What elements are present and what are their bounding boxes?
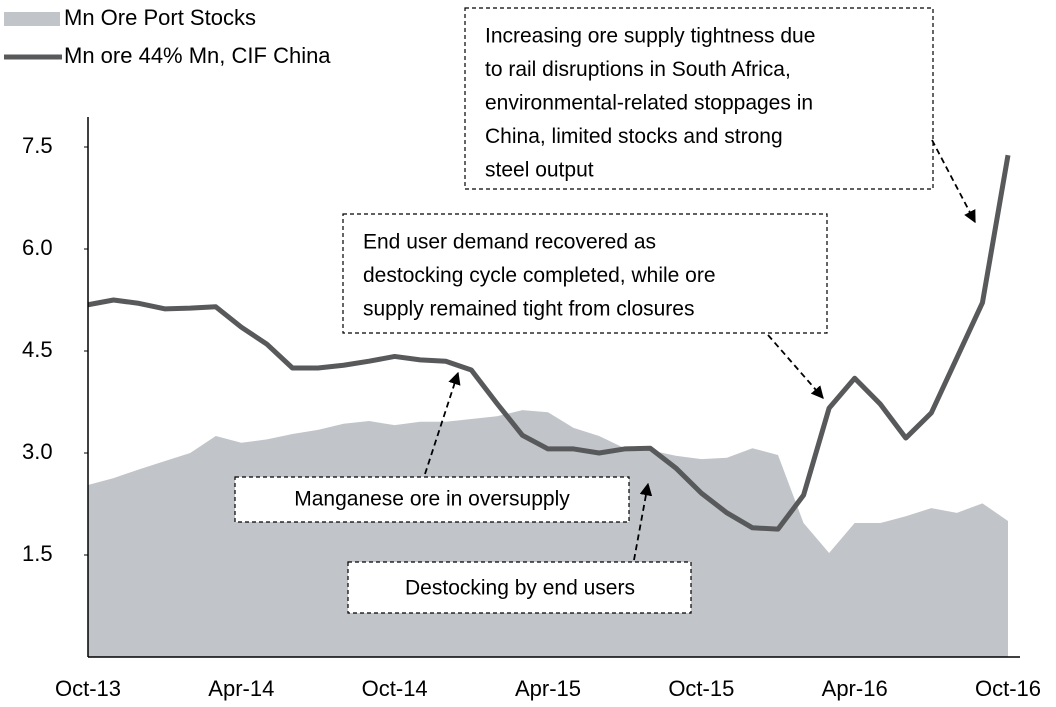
x-tick-label: Oct-15 — [668, 676, 734, 701]
annotation-text: Manganese ore in oversupply — [294, 488, 570, 511]
annotation-box — [342, 213, 828, 334]
legend-label: Mn Ore Port Stocks — [64, 5, 256, 30]
x-tick-label: Oct-13 — [55, 676, 121, 701]
x-tick-label: Oct-16 — [975, 676, 1041, 701]
annotation-box — [464, 7, 934, 190]
y-tick-label: 1.5 — [22, 541, 53, 566]
y-tick-label: 4.5 — [22, 337, 53, 362]
x-tick-label: Apr-14 — [208, 676, 274, 701]
y-tick-label: 3.0 — [22, 439, 53, 464]
legend-label: Mn ore 44% Mn, CIF China — [64, 43, 331, 68]
x-tick-label: Apr-15 — [515, 676, 581, 701]
annotation-box — [347, 561, 692, 614]
legend-swatch — [4, 12, 60, 26]
annotation-arrow — [424, 371, 461, 475]
annotation-text: environmental-related stoppages in — [485, 92, 813, 115]
annotation-text: steel output — [485, 159, 594, 182]
x-tick-label: Oct-14 — [362, 676, 428, 701]
y-tick-label: 7.5 — [22, 133, 53, 158]
annotation-text: Increasing ore supply tightness due — [485, 25, 815, 48]
annotation-arrow — [931, 139, 976, 224]
annotation-text: End user demand recovered as — [363, 231, 656, 254]
annotation-text: Destocking by end users — [405, 577, 635, 600]
annotation-text: to rail disruptions in South Africa, — [485, 58, 791, 81]
axes: 1.5 3.0 4.5 6.0 7.5 Oct-13 Apr-14 Oct-14 Apr-15 O… — [22, 117, 1041, 701]
annotation-arrow — [767, 334, 824, 399]
line — [87, 154, 1011, 532]
annotation-box — [234, 476, 630, 523]
annotations: Increasing ore supply tightness due to ra… — [234, 7, 976, 614]
annotation-arrow — [633, 482, 653, 561]
area — [88, 410, 1008, 657]
annotation-text: China, limited stocks and strong — [485, 125, 783, 148]
plot-area — [87, 154, 1011, 657]
legend: Mn Ore Port Stocks Mn ore 44% Mn, CIF Chi… — [4, 5, 331, 68]
y-tick-label: 6.0 — [22, 235, 53, 260]
annotation-text: destocking cycle completed, while ore — [363, 264, 716, 287]
annotation-text: supply remained tight from closures — [363, 298, 694, 321]
x-tick-label: Apr-16 — [822, 676, 888, 701]
